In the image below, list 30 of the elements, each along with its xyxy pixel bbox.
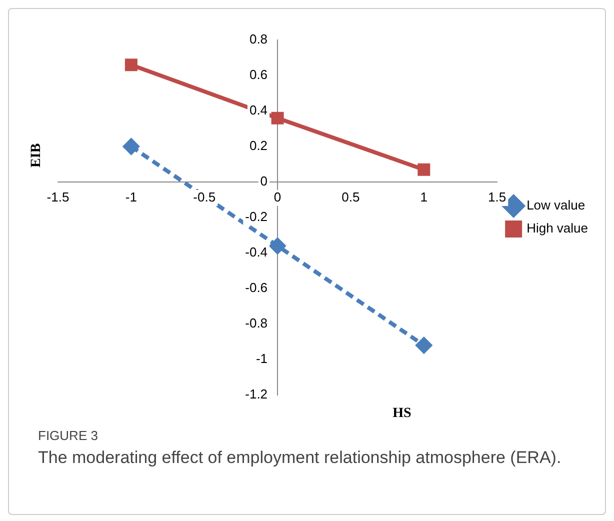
caption: FIGURE 3	[38, 428, 99, 443]
point	[123, 138, 140, 154]
legend-label: Low value	[526, 198, 586, 213]
x-tick-label: 0	[274, 190, 282, 205]
y-tick-label: 0.4	[249, 102, 268, 118]
x-axis-title: HS	[392, 406, 412, 421]
x-tick-label: 1	[420, 190, 428, 205]
y-tick-label: -0.4	[245, 244, 268, 260]
point	[124, 58, 138, 72]
point	[270, 238, 286, 254]
legend-label: High value	[526, 220, 588, 236]
y-tick-label: 0.6	[249, 67, 268, 82]
y-tick-label: 0.2	[249, 138, 268, 154]
y-tick-label: -0.2	[245, 209, 268, 224]
y-axis-title: EIB	[29, 143, 44, 168]
point	[418, 163, 430, 176]
x-tick-label: 0.5	[342, 190, 360, 205]
point	[271, 112, 284, 124]
x-tick-label: -0.5	[193, 190, 216, 205]
x-tick-label: -1	[125, 190, 137, 205]
x-tick-label: 1.5	[488, 190, 506, 205]
y-tick-label: 0	[260, 174, 268, 189]
point	[416, 337, 432, 354]
x-tick-label: -1.5	[46, 190, 70, 205]
y-tick-label: 0.8	[249, 32, 268, 47]
y-tick-label: -0.6	[245, 280, 268, 296]
y-tick-label: -0.8	[245, 316, 268, 331]
text: The moderating effect of employment relationship atmosphere (ERA).	[38, 447, 562, 469]
y-tick-label: -1	[256, 351, 268, 366]
y-tick-label: -1.2	[245, 386, 268, 402]
